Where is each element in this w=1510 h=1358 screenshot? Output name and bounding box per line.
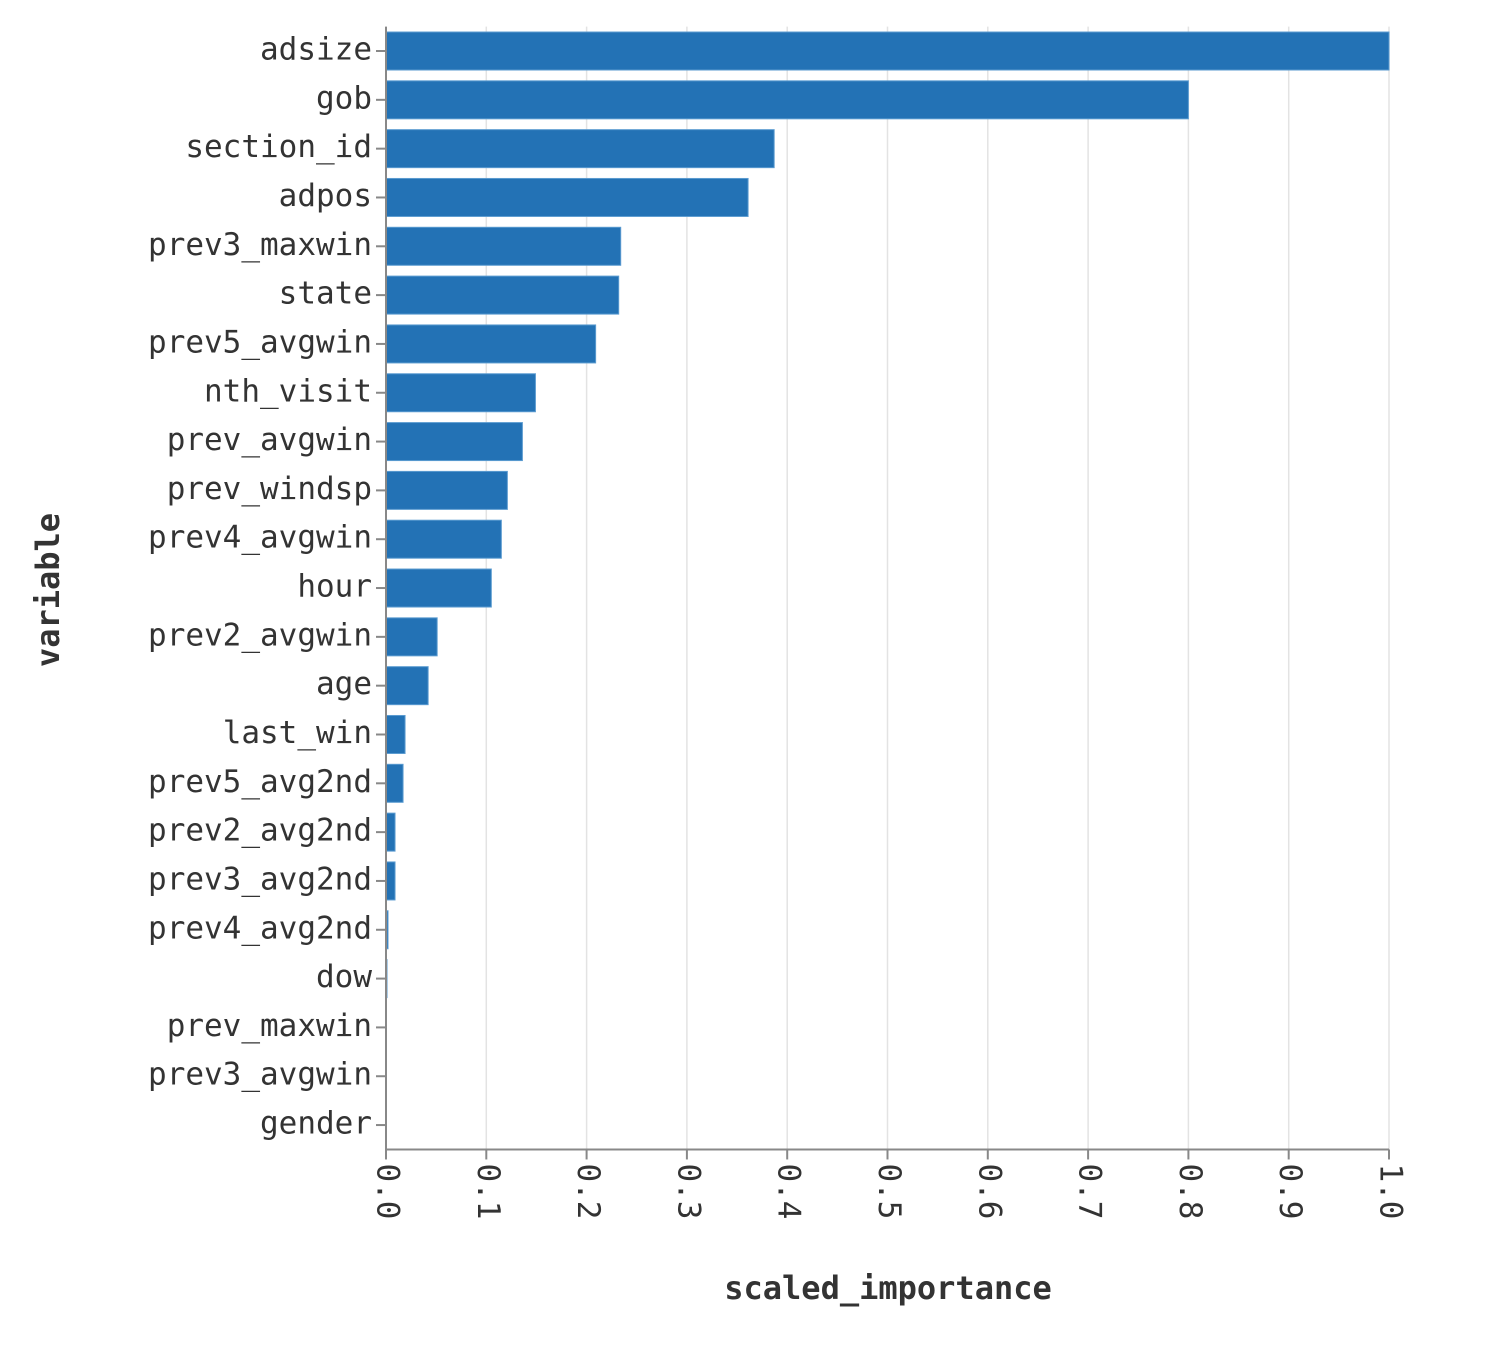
x-tick-label: 0.0 <box>370 1163 406 1219</box>
bar <box>385 275 620 315</box>
y-tick-label: last_win <box>223 715 372 751</box>
y-tick-label: nth_visit <box>204 373 372 409</box>
bar <box>385 763 404 803</box>
bar <box>385 226 622 266</box>
y-tick-label: prev3_avg2nd <box>148 861 372 897</box>
y-tick-label: adpos <box>279 178 372 214</box>
y-tick-label: hour <box>297 569 372 605</box>
bar <box>385 31 1390 71</box>
bar <box>385 812 396 852</box>
x-tick-label: 0.9 <box>1272 1163 1308 1219</box>
y-tick-label: prev4_avgwin <box>148 520 372 556</box>
y-tick-label: prev2_avg2nd <box>148 813 372 849</box>
bar <box>385 666 429 706</box>
x-tick-label: 0.4 <box>771 1163 807 1219</box>
bar <box>385 422 523 462</box>
y-tick-label: prev3_avgwin <box>148 1057 372 1093</box>
bar <box>385 617 438 657</box>
y-tick-label: dow <box>316 959 372 995</box>
y-tick-label: prev4_avg2nd <box>148 910 372 946</box>
y-tick-label: prev_windsp <box>167 471 372 507</box>
y-tick-label: section_id <box>185 129 372 165</box>
x-tick-label: 0.7 <box>1072 1163 1108 1219</box>
x-tick-label: 0.8 <box>1172 1163 1208 1219</box>
bar <box>385 861 396 901</box>
x-tick-label: 0.3 <box>670 1163 706 1219</box>
x-tick-label: 1.0 <box>1373 1163 1409 1219</box>
y-tick-label: prev5_avg2nd <box>148 764 372 800</box>
y-tick-label: prev_avgwin <box>167 422 372 458</box>
y-tick-label: prev5_avgwin <box>148 324 372 360</box>
bar <box>385 470 508 510</box>
x-tick-label: 0.2 <box>570 1163 606 1219</box>
x-tick-label: 0.5 <box>871 1163 907 1219</box>
y-tick-label: gender <box>260 1106 372 1142</box>
y-tick-label: prev2_avgwin <box>148 617 372 653</box>
x-tick-label: 0.1 <box>470 1163 506 1219</box>
bar <box>385 714 406 754</box>
bar <box>385 129 775 169</box>
bar <box>385 177 749 217</box>
bar <box>385 80 1189 120</box>
bar <box>385 324 597 364</box>
y-axis-title: variable <box>29 513 67 667</box>
y-tick-label: prev_maxwin <box>167 1008 372 1044</box>
y-tick-label: age <box>316 666 372 702</box>
x-tick-label: 0.6 <box>971 1163 1007 1219</box>
x-axis-title: scaled_importance <box>724 1269 1052 1307</box>
y-tick-label: prev3_maxwin <box>148 227 372 263</box>
y-tick-label: gob <box>316 80 372 116</box>
bar <box>385 519 502 559</box>
y-tick-label: state <box>279 276 372 312</box>
bar <box>385 568 492 608</box>
y-tick-label: adsize <box>260 32 372 68</box>
bar <box>385 373 536 413</box>
